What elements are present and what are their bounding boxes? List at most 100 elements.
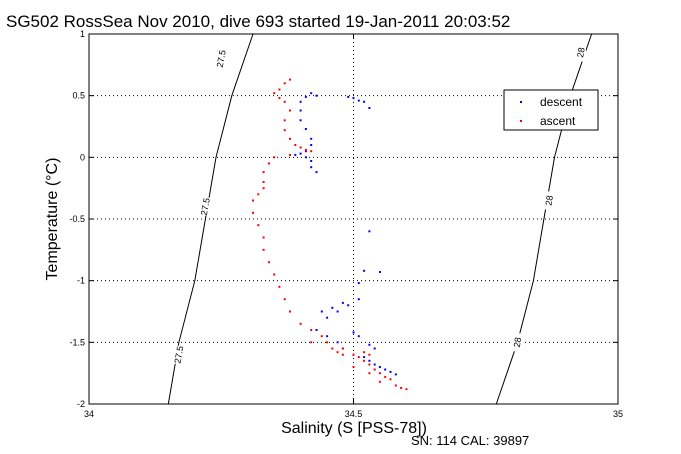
ascent-point bbox=[262, 248, 265, 251]
ascent-point bbox=[289, 109, 291, 112]
data-points bbox=[252, 78, 408, 391]
ascent-point bbox=[405, 388, 408, 391]
descent-point bbox=[299, 152, 302, 155]
chart-title: SG502 RossSea Nov 2010, dive 693 started… bbox=[6, 12, 510, 31]
ascent-point bbox=[252, 199, 254, 202]
ascent-point bbox=[267, 162, 270, 165]
descent-point bbox=[368, 359, 371, 362]
descent-point bbox=[294, 153, 297, 156]
contour-label-background bbox=[575, 43, 586, 62]
ascent-point bbox=[400, 387, 403, 389]
contour-label-background bbox=[173, 345, 184, 364]
descent-point bbox=[299, 109, 302, 112]
contour-label: 27.5 bbox=[172, 345, 185, 364]
ascent-point bbox=[310, 150, 313, 153]
descent-point bbox=[368, 343, 371, 346]
descent-point bbox=[304, 150, 307, 153]
ascent-point bbox=[378, 380, 381, 383]
x-axis-label: Salinity (S [PSS-78]) bbox=[281, 420, 427, 437]
contour-label: 27.5 bbox=[215, 49, 228, 68]
ascent-point bbox=[394, 384, 397, 387]
descent-point bbox=[357, 282, 360, 285]
ascent-point bbox=[273, 156, 276, 159]
descent-point bbox=[310, 144, 313, 146]
descent-point bbox=[357, 99, 360, 102]
descent-point bbox=[352, 97, 355, 100]
y-tick-label: -1.5 bbox=[69, 337, 85, 347]
axis-ticks: 34 34.5 35 -2 -1.5 -1 -0.5 0 0.5 1 bbox=[69, 29, 623, 419]
ascent-point bbox=[267, 261, 270, 264]
ascent-point bbox=[283, 82, 286, 85]
legend-label-ascent: ascent bbox=[540, 114, 576, 128]
descent-point bbox=[389, 370, 392, 373]
ascent-point bbox=[283, 119, 286, 122]
ascent-point bbox=[341, 353, 344, 356]
descent-point bbox=[336, 341, 339, 344]
ascent-point bbox=[289, 78, 291, 81]
ascent-point bbox=[289, 310, 291, 313]
descent-point bbox=[304, 156, 307, 159]
descent-point bbox=[363, 356, 366, 359]
descent-point bbox=[373, 363, 376, 366]
descent-point bbox=[310, 166, 313, 169]
legend-swatch-descent bbox=[520, 101, 522, 103]
ascent-point bbox=[363, 351, 366, 354]
ascent-point bbox=[283, 129, 286, 132]
ascent-point bbox=[252, 211, 254, 214]
contour-label-background bbox=[216, 49, 227, 68]
descent-point bbox=[299, 100, 302, 103]
descent-point bbox=[315, 329, 318, 331]
contour-label-background bbox=[544, 191, 555, 210]
ascent-point bbox=[363, 359, 366, 362]
ascent-point bbox=[262, 236, 265, 239]
y-tick-label: -1 bbox=[77, 276, 85, 286]
ascent-point bbox=[368, 372, 371, 375]
x-tick-label: 35 bbox=[613, 409, 623, 419]
legend-swatch-ascent bbox=[520, 120, 522, 122]
descent-point bbox=[315, 171, 318, 174]
ascent-point bbox=[310, 341, 313, 344]
ascent-point bbox=[289, 153, 291, 156]
legend-box bbox=[503, 89, 599, 131]
descent-point bbox=[304, 128, 307, 130]
descent-point bbox=[347, 304, 350, 307]
ascent-point bbox=[299, 146, 302, 149]
ascent-point bbox=[357, 356, 360, 359]
ascent-point bbox=[283, 298, 286, 301]
ascent-point bbox=[378, 372, 381, 375]
contour-label: 28 bbox=[575, 47, 587, 59]
descent-point bbox=[336, 310, 339, 313]
ascent-point bbox=[257, 224, 260, 227]
descent-point bbox=[299, 119, 302, 122]
x-tick-label: 34 bbox=[84, 409, 94, 419]
ascent-point bbox=[352, 353, 355, 356]
descent-point bbox=[320, 310, 323, 313]
descent-point bbox=[331, 306, 334, 309]
ascent-point bbox=[299, 322, 302, 325]
descent-point bbox=[304, 95, 307, 98]
descent-point bbox=[341, 301, 344, 304]
descent-point bbox=[368, 230, 371, 233]
descent-point bbox=[326, 335, 329, 338]
x-tick-label: 34.5 bbox=[345, 409, 363, 419]
ascent-point bbox=[262, 181, 265, 183]
ascent-point bbox=[273, 92, 276, 95]
descent-point bbox=[378, 271, 381, 273]
ascent-point bbox=[368, 363, 371, 366]
descent-point bbox=[378, 366, 381, 368]
contour-label: 28 bbox=[512, 337, 524, 349]
contour-label: 28 bbox=[543, 195, 555, 207]
y-axis-label: Temperature (°C) bbox=[44, 158, 61, 281]
density-contours: 27.5 27.5 27.5 28 28 28 bbox=[167, 33, 593, 405]
y-tick-label: 0.5 bbox=[72, 91, 85, 101]
descent-point bbox=[368, 107, 371, 109]
serial-calibration-note: SN: 114 CAL: 39897 bbox=[411, 433, 529, 448]
ascent-point bbox=[257, 193, 260, 196]
descent-point bbox=[363, 100, 366, 103]
descent-point bbox=[357, 298, 360, 301]
legend-label-descent: descent bbox=[540, 95, 583, 109]
descent-point bbox=[310, 92, 313, 95]
ascent-point bbox=[289, 137, 291, 140]
ascent-point bbox=[278, 285, 281, 288]
